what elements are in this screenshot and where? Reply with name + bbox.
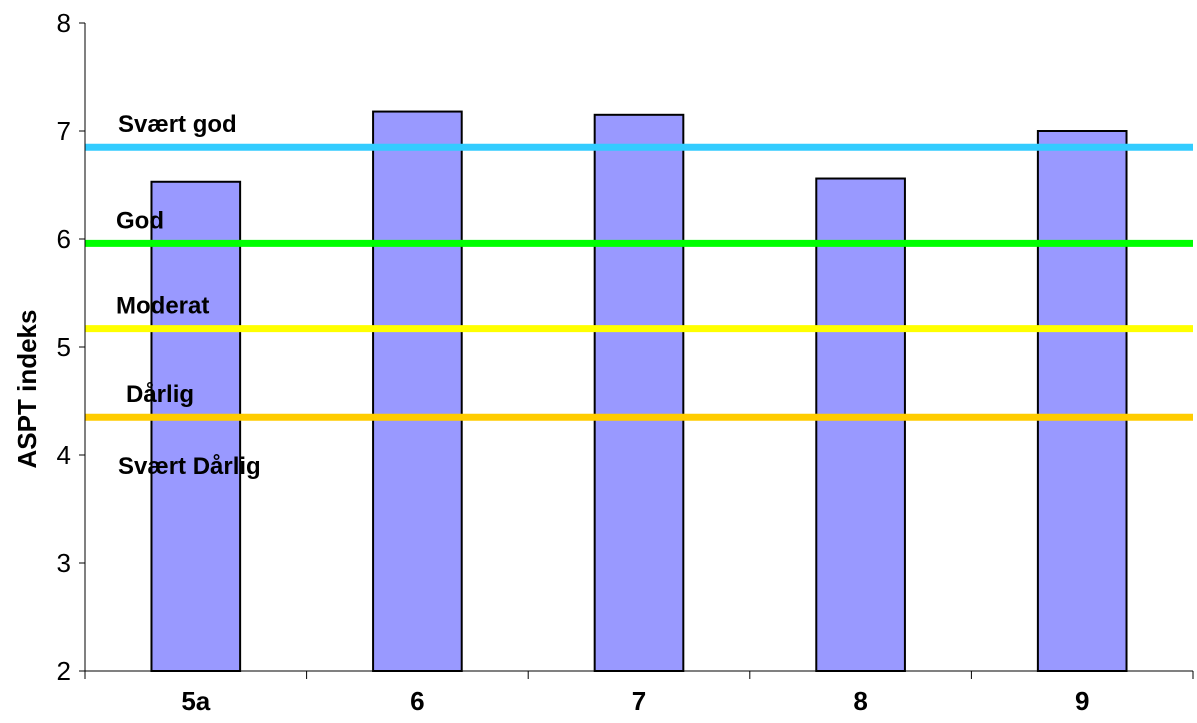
y-tick-label-3: 3: [57, 548, 71, 578]
y-tick-label-4: 4: [57, 440, 71, 470]
y-tick-label-2: 2: [57, 656, 71, 686]
band-label-0: Svært god: [118, 111, 237, 138]
x-tick-label-8: 8: [853, 686, 867, 716]
x-tick-label-9: 9: [1075, 686, 1089, 716]
bar-7: [593, 113, 685, 673]
y-axis-label: ASPT indeks: [12, 310, 42, 469]
bar-9: [1036, 130, 1128, 672]
y-tick-label-7: 7: [57, 116, 71, 146]
bar-5a: [150, 180, 242, 672]
band-labels-layer: Svært god God Moderat Dårlig Svært Dårlig: [116, 111, 261, 480]
threshold-lines-layer: [85, 143, 1193, 421]
axes-layer: 2 3 4 5 6 7 8 5a 6 7 8 9: [57, 8, 1194, 716]
band-label-bottom: Svært Dårlig: [118, 453, 261, 480]
band-label-2: Moderat: [116, 293, 209, 320]
band-label-1: God: [116, 207, 164, 234]
x-tick-label-6: 6: [410, 686, 424, 716]
y-tick-label-5: 5: [57, 332, 71, 362]
bars-layer: [150, 110, 1128, 673]
x-tick-label-7: 7: [632, 686, 646, 716]
x-tick-label-5a: 5a: [181, 686, 210, 716]
y-tick-label-6: 6: [57, 224, 71, 254]
band-label-3: Dårlig: [126, 381, 194, 408]
bar-8: [815, 177, 906, 673]
bar-6: [372, 110, 463, 672]
y-tick-label-8: 8: [57, 8, 71, 38]
